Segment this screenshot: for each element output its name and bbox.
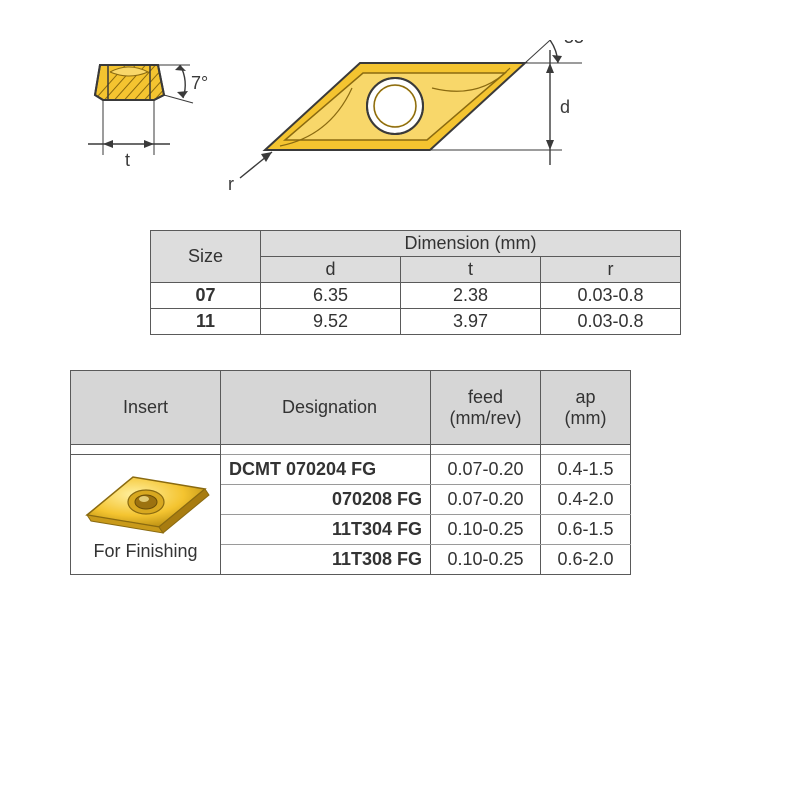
- t-label: t: [125, 150, 130, 170]
- hdr-ap-l2: (mm): [565, 408, 607, 428]
- cell-feed: 0.07-0.20: [431, 485, 541, 515]
- cell-ap: 0.4-1.5: [541, 455, 631, 485]
- cell-designation: DCMT 070204 FG: [221, 455, 431, 485]
- top-profile: 55° d r: [228, 40, 591, 194]
- hdr-feed-l1: feed: [468, 387, 503, 407]
- angle-7-label: 7°: [191, 73, 208, 93]
- cell-r: 0.03-0.8: [541, 283, 681, 309]
- cell-ap: 0.6-2.0: [541, 545, 631, 575]
- cell-designation: 070208 FG: [221, 485, 431, 515]
- angle-55-label: 55°: [564, 40, 591, 47]
- cell-t: 2.38: [401, 283, 541, 309]
- cell-t: 3.97: [401, 309, 541, 335]
- dimension-table: Size Dimension (mm) d t r 07 6.35 2.38 0…: [150, 230, 681, 335]
- insert-icon: [81, 467, 211, 537]
- cell-size: 11: [151, 309, 261, 335]
- table-row: 07 6.35 2.38 0.03-0.8: [151, 283, 681, 309]
- cell-d: 6.35: [261, 283, 401, 309]
- cell-d: 9.52: [261, 309, 401, 335]
- cell-feed: 0.10-0.25: [431, 515, 541, 545]
- cell-designation: 11T304 FG: [221, 515, 431, 545]
- designation-table: Insert Designation feed (mm/rev) ap (mm): [70, 370, 631, 575]
- hdr-t: t: [401, 257, 541, 283]
- cell-designation: 11T308 FG: [221, 545, 431, 575]
- d-label: d: [560, 97, 570, 117]
- desig-code: 070204 FG: [286, 459, 376, 479]
- hdr-ap-l1: ap: [575, 387, 595, 407]
- table-row: For Finishing DCMT 070204 FG 0.07-0.20 0…: [71, 455, 631, 485]
- hdr-ap: ap (mm): [541, 371, 631, 445]
- insert-caption: For Finishing: [93, 541, 197, 562]
- insert-cell: For Finishing: [71, 455, 221, 575]
- hdr-insert: Insert: [71, 371, 221, 445]
- technical-diagram: 7° t 55°: [80, 40, 640, 220]
- hdr-dimension: Dimension (mm): [261, 231, 681, 257]
- diagram-svg: 7° t 55°: [80, 40, 640, 230]
- cell-r: 0.03-0.8: [541, 309, 681, 335]
- cell-feed: 0.07-0.20: [431, 455, 541, 485]
- hdr-feed: feed (mm/rev): [431, 371, 541, 445]
- table-row: 11 9.52 3.97 0.03-0.8: [151, 309, 681, 335]
- cell-ap: 0.6-1.5: [541, 515, 631, 545]
- cell-size: 07: [151, 283, 261, 309]
- r-label: r: [228, 174, 234, 194]
- hdr-size: Size: [151, 231, 261, 283]
- desig-prefix: DCMT: [229, 459, 281, 479]
- hdr-r: r: [541, 257, 681, 283]
- hdr-designation: Designation: [221, 371, 431, 445]
- hdr-d: d: [261, 257, 401, 283]
- side-profile: 7° t: [88, 60, 208, 170]
- hdr-feed-l2: (mm/rev): [450, 408, 522, 428]
- cell-ap: 0.4-2.0: [541, 485, 631, 515]
- cell-feed: 0.10-0.25: [431, 545, 541, 575]
